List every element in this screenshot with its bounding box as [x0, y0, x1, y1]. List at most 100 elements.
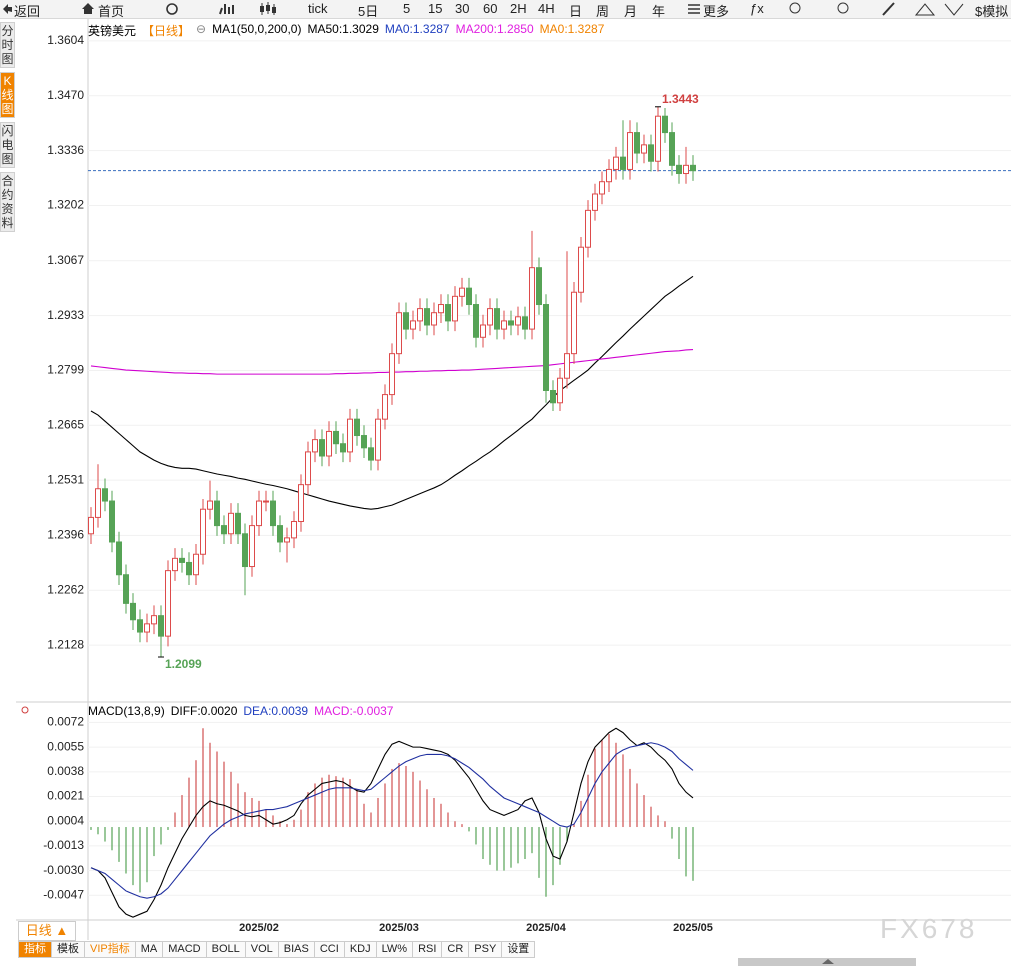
candle-body: [515, 316, 521, 326]
toolbar-button[interactable]: 2H: [510, 1, 527, 16]
bar-icon[interactable]: [219, 4, 234, 15]
legend-item: MA0:1.3287: [384, 22, 450, 36]
candle-body: [417, 308, 423, 322]
menu-icon[interactable]: [688, 4, 700, 14]
toolbar-button[interactable]: ƒx: [750, 1, 764, 16]
period-tab[interactable]: 日线 ▲: [18, 921, 76, 941]
y-tick-label: 0.0004: [47, 813, 84, 827]
indicator-tab[interactable]: LW%: [376, 941, 414, 958]
y-tick-label: -0.0013: [43, 838, 84, 852]
indicator-tab[interactable]: BIAS: [278, 941, 315, 958]
candle-body: [382, 394, 388, 420]
candle-body: [228, 512, 234, 535]
toolbar-button[interactable]: 60: [483, 1, 498, 16]
candle-body: [242, 533, 248, 568]
zoom-out-icon[interactable]: [789, 2, 801, 14]
indicator-tab[interactable]: VOL: [245, 941, 279, 958]
candle-body: [494, 308, 500, 330]
candle-body: [256, 500, 262, 527]
indicator-tab[interactable]: BOLL: [206, 941, 246, 958]
legend-item: MA200:1.2850: [455, 22, 534, 36]
y-tick-label: 1.3604: [47, 33, 84, 47]
legend-item: MA1(50,0,200,0): [212, 22, 302, 36]
toolbar-button[interactable]: 日: [569, 4, 583, 19]
candle-body: [312, 439, 318, 453]
candle-body: [354, 418, 360, 437]
candle-body: [480, 324, 486, 338]
indicator-tab[interactable]: 设置: [502, 941, 536, 958]
y-tick-label: 1.3202: [47, 198, 84, 212]
y-tick-label: -0.0047: [43, 887, 84, 901]
indicator-tab[interactable]: KDJ: [344, 941, 377, 958]
panel-icon: [21, 706, 29, 714]
home-icon[interactable]: [82, 3, 94, 14]
series-line: [90, 727, 694, 918]
indicator-tab[interactable]: MACD: [163, 941, 207, 958]
indicator-tab[interactable]: CCI: [314, 941, 345, 958]
toolbar-button[interactable]: 30: [455, 1, 470, 16]
candle-body: [410, 320, 416, 330]
indicator-tab[interactable]: CR: [442, 941, 470, 958]
candle-body: [424, 308, 430, 326]
toolbar-button[interactable]: 15: [428, 1, 443, 16]
candle-body: [277, 525, 283, 543]
candle-body: [438, 304, 444, 314]
toolbar-button[interactable]: 4H: [538, 1, 555, 16]
candle-body: [445, 304, 451, 322]
candle-body: [207, 500, 213, 510]
indicator-tab[interactable]: VIP指标: [85, 941, 136, 958]
candle-body: [571, 291, 577, 355]
indicator-tab[interactable]: PSY: [469, 941, 503, 958]
sidebar: 分时图 K线图闪电图合约资料: [0, 22, 15, 236]
toolbar-button[interactable]: 5日: [358, 4, 379, 19]
candle-body: [214, 500, 220, 527]
chart-title: MACD(13,8,9): [88, 704, 165, 718]
scroll-arrow[interactable]: [822, 959, 834, 964]
toolbar-button[interactable]: 年: [652, 4, 666, 19]
pen-icon[interactable]: [882, 2, 895, 16]
indicator-tab[interactable]: 模板: [52, 941, 85, 958]
back-icon[interactable]: [3, 4, 12, 14]
candle-body: [564, 353, 570, 379]
candle-body: [193, 553, 199, 576]
toolbar: 返回 首页 tick 5日 5 15 30 60 2H 4H 日周月年 更多 ƒx $模拟: [0, 0, 1011, 19]
toolbar-button[interactable]: 返回: [14, 4, 41, 19]
toolbar-button[interactable]: tick: [308, 1, 328, 16]
sidebar-tab[interactable]: K线图: [0, 72, 15, 118]
candle-body: [375, 418, 381, 461]
series-line: [90, 742, 694, 899]
sidebar-tab[interactable]: 分时图: [0, 22, 15, 68]
y-tick-label: 1.2933: [47, 308, 84, 322]
candle-body: [613, 156, 619, 170]
candle-body: [284, 537, 290, 543]
y-tick-label: 1.2531: [47, 472, 84, 486]
sidebar-tab[interactable]: 闪电图: [0, 122, 15, 168]
toolbar-button[interactable]: 首页: [98, 4, 125, 19]
toolbar-button[interactable]: 月: [624, 4, 638, 19]
x-tick-label: 2025/02: [239, 922, 279, 934]
toolbar-button[interactable]: 周: [596, 4, 610, 19]
y-tick-label: 1.2128: [47, 637, 84, 651]
zoom-in-icon[interactable]: [837, 2, 849, 14]
candle-body: [669, 132, 675, 166]
legend-item: MACD:-0.0037: [314, 704, 394, 718]
indicator-tab[interactable]: 指标: [18, 941, 52, 958]
candle-body: [550, 389, 556, 404]
toolbar-button[interactable]: 更多: [703, 4, 730, 19]
candle-body: [641, 144, 647, 154]
candle-body: [501, 320, 507, 330]
candle-body: [361, 435, 367, 449]
candle-body: [487, 308, 493, 326]
indicator-tab[interactable]: RSI: [413, 941, 443, 958]
candle-body: [151, 615, 157, 625]
toolbar-button[interactable]: 5: [403, 1, 411, 16]
chevron-icon[interactable]: [944, 3, 964, 16]
refresh-icon[interactable]: [166, 3, 178, 15]
triangle-icon[interactable]: [914, 3, 936, 16]
y-tick-label: 0.0038: [47, 764, 84, 778]
candle-body: [298, 484, 304, 523]
sidebar-tab[interactable]: 合约资料: [0, 172, 15, 232]
toolbar-button[interactable]: $模拟: [975, 4, 1009, 19]
candle-body: [326, 430, 332, 457]
indicator-tab[interactable]: MA: [135, 941, 164, 958]
